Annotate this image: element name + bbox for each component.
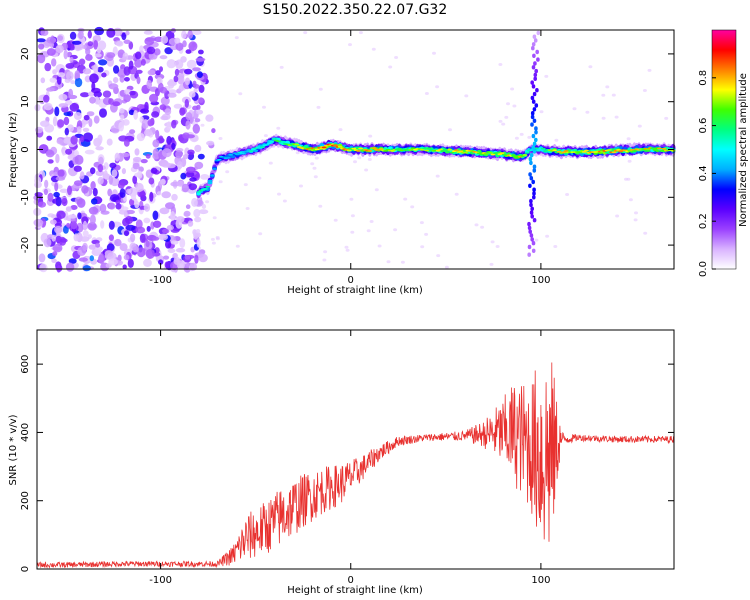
x-tick-label: -100: [149, 275, 172, 286]
spectrogram-x-axis-label: Height of straight line (km): [287, 285, 423, 296]
colorbar-tick-label: 0.6: [698, 118, 709, 134]
spectrogram-x-ticks: -100 0 100: [149, 30, 550, 286]
x-tick-label: 100: [531, 575, 550, 586]
spectrogram-ridge: [196, 30, 676, 257]
y-tick-label: 10: [20, 95, 31, 108]
y-tick-label: 600: [20, 355, 31, 374]
spectrogram-y-ticks: -20 -10 0 10 20: [20, 48, 674, 253]
colorbar: 0.0 0.2 0.4 0.6 0.8 Normalized spectral ampl…: [698, 29, 749, 277]
x-tick-label: -100: [149, 575, 172, 586]
y-tick-label: -10: [20, 189, 31, 205]
figure-title: S150.2022.350.22.07.G32: [263, 2, 448, 18]
colorbar-label: Normalized spectral amplitude: [738, 73, 749, 227]
snr-frame: [36, 329, 675, 570]
colorbar-tick-label: 0.8: [698, 70, 709, 86]
snr-background: [37, 330, 674, 569]
snr-y-ticks: 0 200 400 600: [20, 355, 674, 572]
y-tick-label: 0: [20, 566, 31, 572]
y-tick-label: 0: [20, 146, 31, 152]
snr-x-ticks: -100 0 100: [149, 330, 550, 586]
colorbar-frame: [711, 29, 737, 270]
y-tick-label: 400: [20, 423, 31, 442]
colorbar-gradient: [712, 30, 736, 269]
x-tick-label: 100: [531, 275, 550, 286]
x-tick-label: 0: [348, 275, 354, 286]
colorbar-ticks: 0.0 0.2 0.4 0.6 0.8: [698, 70, 716, 277]
spectrogram-noise-blobs: [33, 26, 669, 273]
spectrogram-y-axis-label: Frequency (Hz): [8, 112, 19, 188]
snr-panel: -100 0 100 0 200 400 600 Height of straight l…: [8, 329, 675, 596]
colorbar-tick-label: 0.0: [698, 261, 709, 277]
y-tick-label: 200: [20, 491, 31, 510]
y-tick-label: 20: [20, 48, 31, 61]
y-tick-label: -20: [20, 237, 31, 253]
x-tick-label: 0: [348, 575, 354, 586]
snr-series-line: [36, 362, 675, 569]
snr-x-axis-label: Height of straight line (km): [287, 585, 423, 596]
snr-y-axis-label: SNR (10 * v/v): [8, 414, 19, 485]
colorbar-tick-label: 0.4: [698, 165, 709, 181]
colorbar-tick-label: 0.2: [698, 213, 709, 229]
